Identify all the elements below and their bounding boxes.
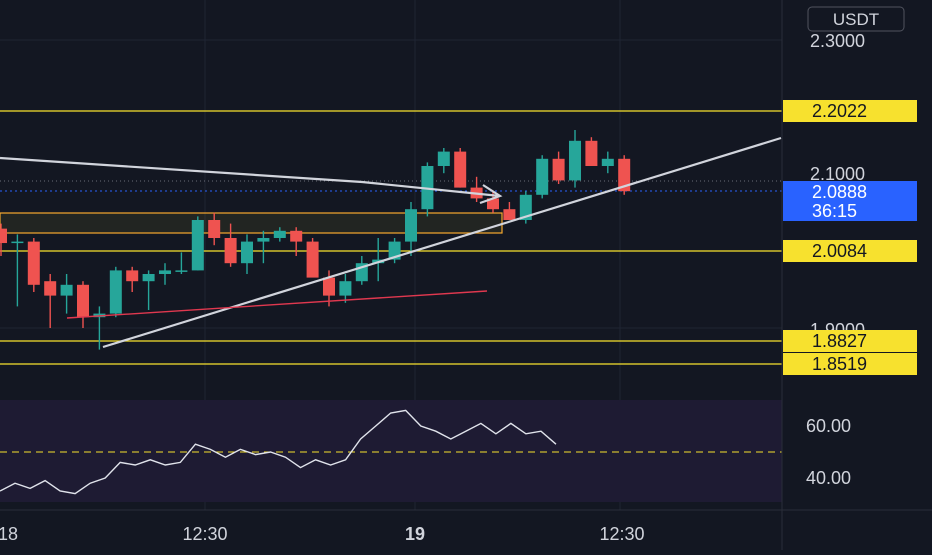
descending-trendline[interactable] [0,156,501,198]
level-tag-1-8827-label: 1.8827 [812,331,867,351]
level-tag-2-2022-label: 2.2022 [812,101,867,121]
candle-down [290,230,303,242]
candle-down [487,198,499,210]
candle-down [552,158,565,181]
candle-up [273,230,286,238]
price-scale[interactable]: USDT 2.3000 2.1000 1.9000 2.2022 2.0888 … [781,0,917,550]
candle-up [191,220,204,271]
candle-up [536,158,549,195]
rsi-tick-40: 40.00 [806,468,851,488]
candle-down [208,220,221,238]
level-lines[interactable] [0,110,782,365]
rsi-pane[interactable] [0,400,782,502]
candle-down [77,284,89,318]
currency-badge-label: USDT [833,10,879,29]
time-tick-1230-a: 12:30 [182,524,227,544]
candle-down [454,151,467,188]
candle-down [44,281,57,296]
time-tick-18: 18 [0,524,18,544]
current-price-tag[interactable] [783,181,917,221]
bar-countdown: 36:15 [812,201,857,221]
candle-up [437,151,450,166]
candle-down [618,158,631,192]
candle-up [241,241,253,264]
level-tag-1-8519-label: 1.8519 [812,354,867,374]
arrow-head-icon [479,184,503,205]
time-tick-1230-b: 12:30 [599,524,644,544]
drawings[interactable] [0,136,782,349]
time-axis[interactable]: 18 12:30 19 12:30 [0,509,932,544]
candle-up [601,158,614,166]
candle-up [257,238,270,242]
candle-up [405,209,417,242]
candle-up [569,140,581,181]
candle-up [519,194,532,220]
level-tag-1-8519[interactable] [783,353,917,375]
candle-down [27,241,40,285]
currency-badge[interactable] [807,6,905,32]
candle-down [126,270,139,282]
red-trendline[interactable] [66,290,488,319]
level-tag-1-8827[interactable] [783,330,917,352]
candle-up [11,241,24,244]
price-tick-2-1000: 2.1000 [810,164,865,184]
level-tag-2-0084[interactable] [783,240,917,262]
current-price-value: 2.0888 [812,182,867,202]
price-tick-2-3000: 2.3000 [810,31,865,51]
level-tag-2-0084-label: 2.0084 [812,241,867,261]
candle-up [142,274,155,282]
rsi-tick-60: 60.00 [806,416,851,436]
candle-up [339,281,352,296]
candle-down [585,140,598,166]
candle-down [503,209,516,220]
candle-down [224,238,237,264]
candle-up [175,270,188,272]
rsi-line [0,409,557,495]
level-tag-2-2022[interactable] [783,100,917,122]
candle-down [306,241,319,278]
candle-up [109,270,122,314]
candle-down [323,277,335,296]
rsi-band [0,400,782,502]
time-tick-19: 19 [405,524,425,544]
candle-up [159,270,171,274]
candle-down [0,228,7,244]
candle-up [60,284,73,296]
ascending-trendline[interactable] [102,136,782,349]
